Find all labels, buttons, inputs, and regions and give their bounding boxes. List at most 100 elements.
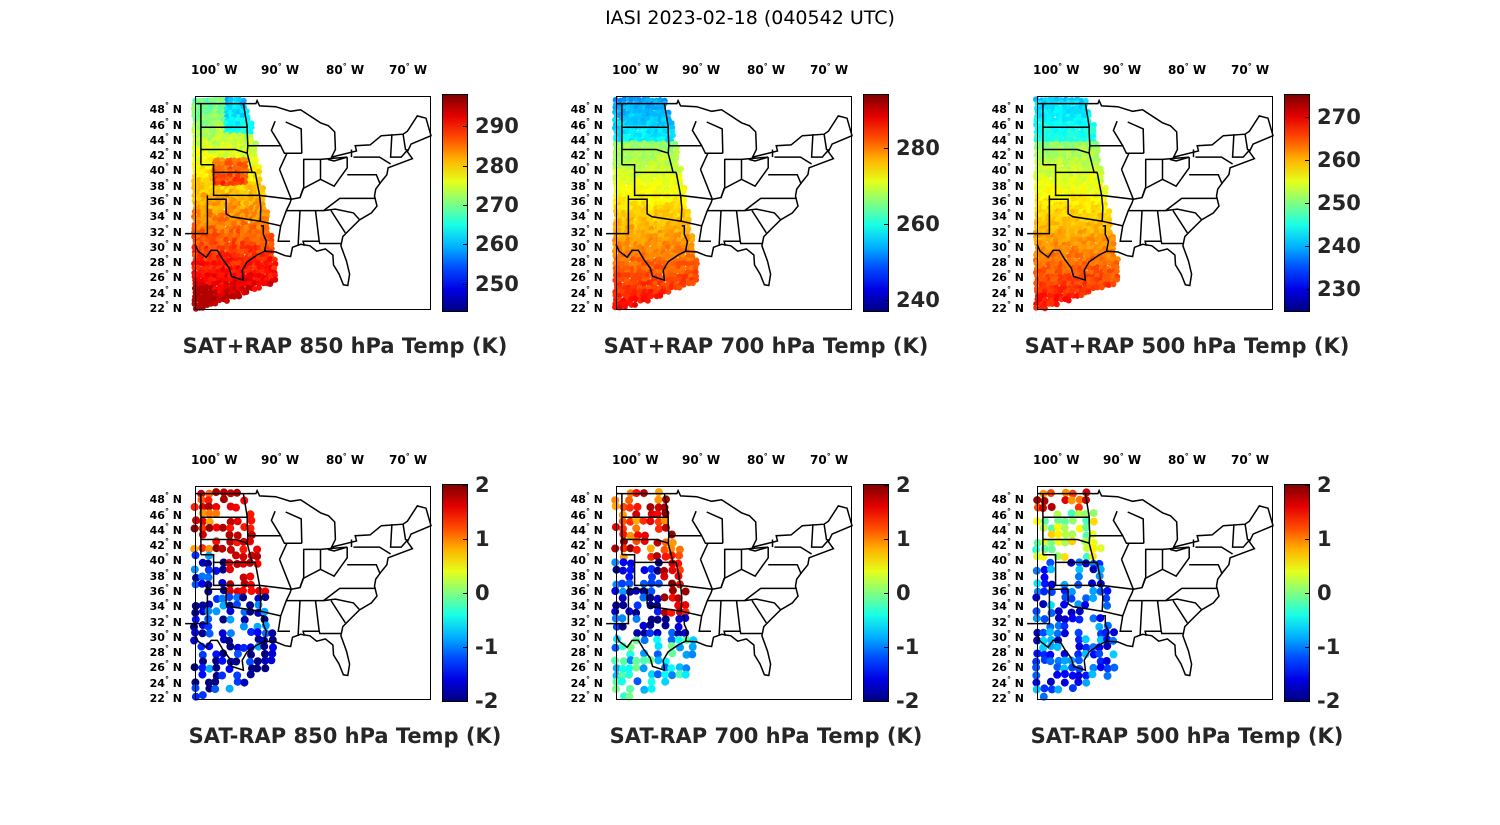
latitude-label: 30° N — [570, 238, 603, 254]
data-point — [247, 587, 256, 595]
data-point — [1068, 684, 1077, 693]
state-border — [402, 524, 408, 541]
data-point — [1114, 276, 1120, 283]
latitude-label: 46° N — [991, 506, 1024, 522]
longitude-label: 70° W — [389, 452, 428, 467]
colorbar: 2 1 0 -1 -2 — [1284, 475, 1340, 712]
data-point — [260, 642, 269, 651]
data-point — [668, 628, 677, 637]
data-point — [215, 261, 222, 268]
data-point — [1057, 188, 1064, 195]
data-point — [632, 516, 641, 525]
data-point — [632, 545, 641, 554]
colorbar-tick-mark — [463, 539, 467, 540]
colorbar-tick-mark — [463, 165, 467, 167]
data-point — [253, 622, 262, 631]
data-point — [611, 544, 620, 553]
state-border — [1169, 156, 1190, 162]
data-point — [1096, 614, 1105, 623]
map-plot — [185, 96, 432, 312]
swath-data — [190, 488, 277, 701]
data-point — [1078, 208, 1084, 215]
data-point — [212, 509, 221, 518]
data-point — [205, 664, 214, 673]
data-point — [261, 587, 270, 596]
state-border — [1231, 524, 1251, 548]
state-border — [723, 600, 742, 636]
latitude-label: 34° N — [991, 598, 1024, 614]
data-point — [198, 629, 207, 638]
state-border — [1042, 554, 1098, 564]
data-point — [1075, 495, 1084, 504]
map-panel: 100° W 90° W 80° W 70° W 48° N 46° N 44° N 42° … — [150, 62, 540, 406]
state-border — [260, 220, 281, 227]
colorbar-tick-label: 270 — [475, 192, 519, 217]
data-point — [1082, 544, 1091, 553]
data-point — [626, 517, 635, 526]
state-border — [302, 600, 321, 636]
colorbar-tick-label: 290 — [475, 114, 519, 139]
data-point — [204, 678, 213, 687]
colorbar-tick-label: 280 — [896, 136, 940, 161]
data-point — [203, 108, 210, 115]
data-point — [648, 225, 655, 232]
latitude-label: 24° N — [149, 674, 182, 690]
longitude-label: 70° W — [389, 62, 428, 77]
data-point — [1089, 538, 1098, 547]
map-plot — [185, 486, 432, 701]
data-point — [1040, 517, 1049, 526]
data-point — [1081, 650, 1090, 658]
data-point — [253, 545, 262, 554]
state-border — [260, 610, 281, 617]
data-point — [1069, 132, 1076, 139]
data-point — [190, 503, 199, 511]
data-point — [219, 132, 225, 139]
data-point — [198, 650, 207, 659]
state-border — [698, 169, 714, 242]
state-border — [675, 172, 713, 200]
data-point — [190, 544, 199, 553]
state-border — [668, 534, 723, 545]
data-point — [1047, 503, 1056, 511]
data-point — [667, 635, 676, 644]
data-point — [204, 551, 213, 560]
data-point — [204, 607, 213, 616]
data-point — [689, 280, 696, 287]
data-point — [1049, 184, 1056, 191]
data-point — [632, 296, 639, 303]
data-point — [239, 586, 247, 595]
data-point — [1061, 615, 1069, 624]
latitude-label: 46° N — [570, 116, 603, 132]
data-point — [223, 132, 230, 138]
data-point — [672, 156, 679, 163]
state-border — [723, 210, 742, 246]
data-point — [271, 272, 278, 279]
data-point — [225, 593, 234, 602]
data-point — [225, 531, 234, 539]
data-point — [246, 601, 255, 610]
data-point — [207, 112, 214, 119]
data-point — [248, 124, 255, 131]
map-plot — [1027, 486, 1274, 701]
longitude-label: 90° W — [261, 452, 300, 467]
latitude-label: 48° N — [991, 101, 1024, 117]
data-point — [632, 524, 641, 533]
us-outline — [194, 98, 432, 287]
data-point — [1041, 204, 1048, 211]
data-point — [246, 670, 255, 679]
data-point — [654, 642, 663, 651]
latitude-label: 30° N — [570, 628, 603, 644]
data-point — [667, 608, 676, 617]
data-point — [665, 288, 672, 295]
data-point — [239, 545, 248, 554]
data-point — [1070, 184, 1077, 191]
data-point — [1110, 240, 1117, 247]
data-point — [268, 629, 277, 638]
data-point — [639, 579, 648, 588]
colorbar-tick-mark — [1305, 539, 1309, 540]
map-panel: 100° W 90° W 80° W 70° W 48° N 46° N 44° N 42° … — [150, 452, 540, 796]
state-border — [1027, 589, 1051, 625]
state-border — [254, 562, 292, 590]
data-point — [231, 293, 238, 300]
data-point — [1040, 587, 1049, 596]
